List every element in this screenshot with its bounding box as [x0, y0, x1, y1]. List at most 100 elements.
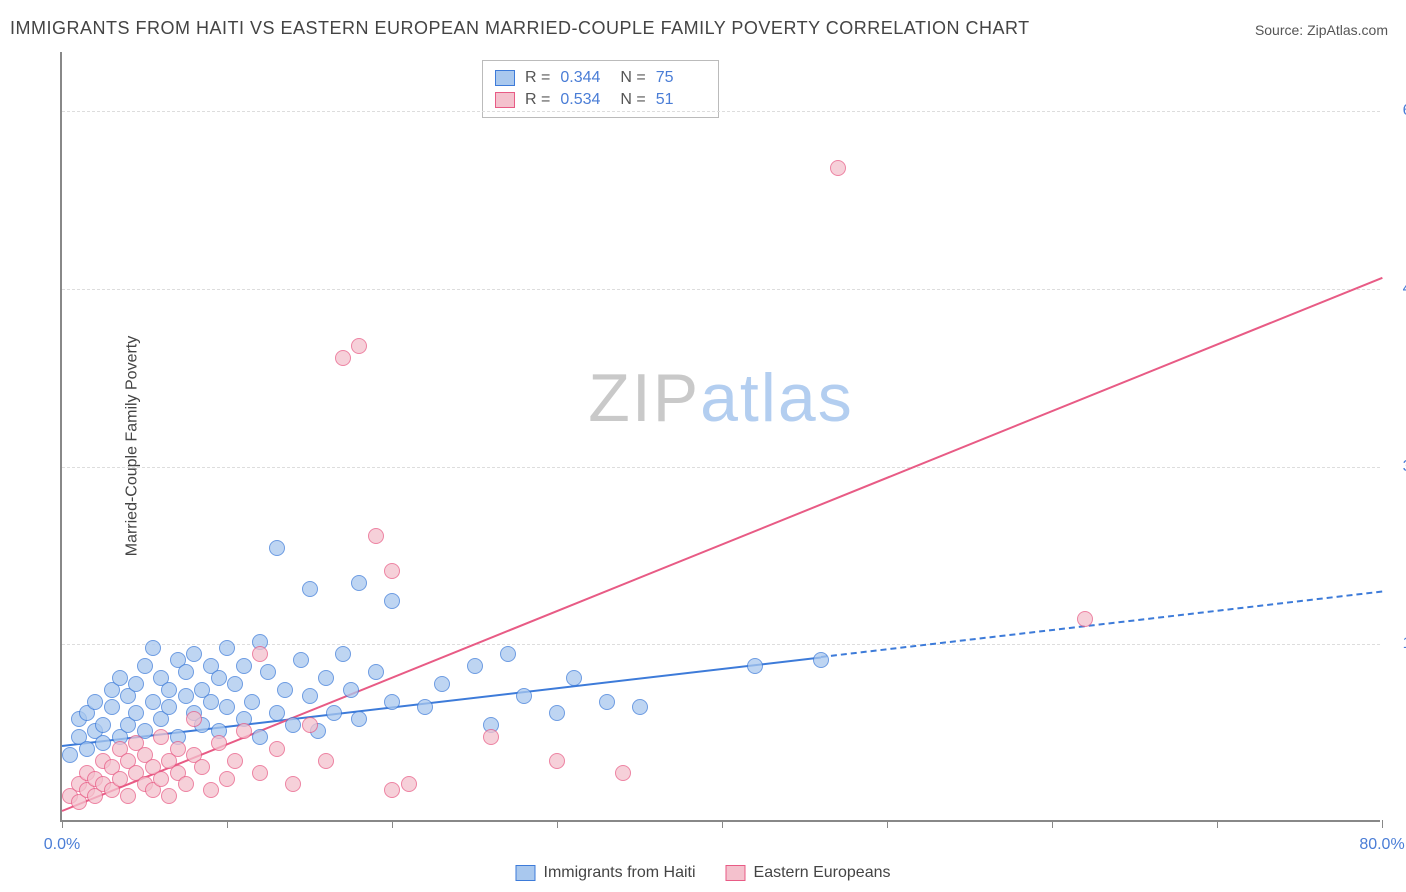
- legend-n-label: N =: [620, 69, 645, 87]
- xtick: [722, 820, 723, 828]
- data-point: [219, 699, 235, 715]
- legend-r-value: 0.534: [560, 91, 610, 109]
- data-point: [161, 682, 177, 698]
- legend-swatch: [515, 865, 535, 881]
- data-point: [170, 741, 186, 757]
- data-point: [219, 771, 235, 787]
- data-point: [549, 753, 565, 769]
- data-point: [384, 782, 400, 798]
- xtick: [227, 820, 228, 828]
- data-point: [335, 350, 351, 366]
- legend-swatch: [726, 865, 746, 881]
- data-point: [599, 694, 615, 710]
- data-point: [178, 688, 194, 704]
- xtick: [62, 820, 63, 828]
- plot-area: ZIPatlas R =0.344N =75R =0.534N =51 15.0…: [60, 52, 1380, 822]
- data-point: [128, 676, 144, 692]
- legend-label: Immigrants from Haiti: [543, 864, 695, 882]
- data-point: [186, 646, 202, 662]
- data-point: [236, 723, 252, 739]
- data-point: [302, 717, 318, 733]
- legend-label: Eastern Europeans: [754, 864, 891, 882]
- ytick-label: 15.0%: [1388, 635, 1406, 653]
- legend-r-label: R =: [525, 91, 550, 109]
- data-point: [351, 575, 367, 591]
- data-point: [830, 160, 846, 176]
- legend-r-value: 0.344: [560, 69, 610, 87]
- data-point: [368, 528, 384, 544]
- gridline: [62, 467, 1380, 468]
- data-point: [227, 753, 243, 769]
- data-point: [467, 658, 483, 674]
- gridline: [62, 111, 1380, 112]
- watermark: ZIPatlas: [588, 359, 853, 437]
- xtick: [1382, 820, 1383, 828]
- data-point: [128, 705, 144, 721]
- xtick: [1052, 820, 1053, 828]
- data-point: [318, 670, 334, 686]
- data-point: [95, 717, 111, 733]
- data-point: [211, 670, 227, 686]
- xtick: [887, 820, 888, 828]
- watermark-atlas: atlas: [700, 360, 854, 436]
- series-legend: Immigrants from Haiti Eastern Europeans: [515, 864, 890, 882]
- xtick: [1217, 820, 1218, 828]
- data-point: [252, 765, 268, 781]
- data-point: [62, 747, 78, 763]
- data-point: [516, 688, 532, 704]
- gridline: [62, 289, 1380, 290]
- data-point: [566, 670, 582, 686]
- ytick-label: 30.0%: [1388, 458, 1406, 476]
- xtick-label: 0.0%: [44, 836, 80, 854]
- data-point: [244, 694, 260, 710]
- data-point: [417, 699, 433, 715]
- data-point: [351, 338, 367, 354]
- data-point: [747, 658, 763, 674]
- data-point: [145, 640, 161, 656]
- data-point: [302, 581, 318, 597]
- legend-item: Eastern Europeans: [726, 864, 891, 882]
- data-point: [87, 694, 103, 710]
- data-point: [293, 652, 309, 668]
- legend-swatch: [495, 70, 515, 86]
- data-point: [285, 776, 301, 792]
- data-point: [95, 735, 111, 751]
- data-point: [211, 735, 227, 751]
- data-point: [236, 658, 252, 674]
- source-label: Source: ZipAtlas.com: [1255, 22, 1388, 38]
- data-point: [500, 646, 516, 662]
- data-point: [384, 694, 400, 710]
- data-point: [343, 682, 359, 698]
- data-point: [632, 699, 648, 715]
- data-point: [549, 705, 565, 721]
- data-point: [178, 776, 194, 792]
- data-point: [112, 670, 128, 686]
- ytick-label: 60.0%: [1388, 102, 1406, 120]
- chart-title: IMMIGRANTS FROM HAITI VS EASTERN EUROPEA…: [10, 18, 1030, 39]
- legend-row: R =0.344N =75: [495, 67, 706, 89]
- data-point: [79, 741, 95, 757]
- data-point: [302, 688, 318, 704]
- data-point: [269, 540, 285, 556]
- data-point: [252, 646, 268, 662]
- data-point: [137, 658, 153, 674]
- xtick: [392, 820, 393, 828]
- data-point: [145, 694, 161, 710]
- data-point: [104, 699, 120, 715]
- xtick-label: 80.0%: [1359, 836, 1404, 854]
- legend-swatch: [495, 92, 515, 108]
- data-point: [401, 776, 417, 792]
- data-point: [252, 729, 268, 745]
- data-point: [434, 676, 450, 692]
- trend-line: [821, 591, 1382, 658]
- legend-row: R =0.534N =51: [495, 89, 706, 111]
- data-point: [161, 699, 177, 715]
- data-point: [384, 593, 400, 609]
- watermark-zip: ZIP: [588, 360, 700, 436]
- data-point: [120, 788, 136, 804]
- data-point: [186, 711, 202, 727]
- data-point: [285, 717, 301, 733]
- data-point: [326, 705, 342, 721]
- legend-n-value: 75: [656, 69, 706, 87]
- data-point: [260, 664, 276, 680]
